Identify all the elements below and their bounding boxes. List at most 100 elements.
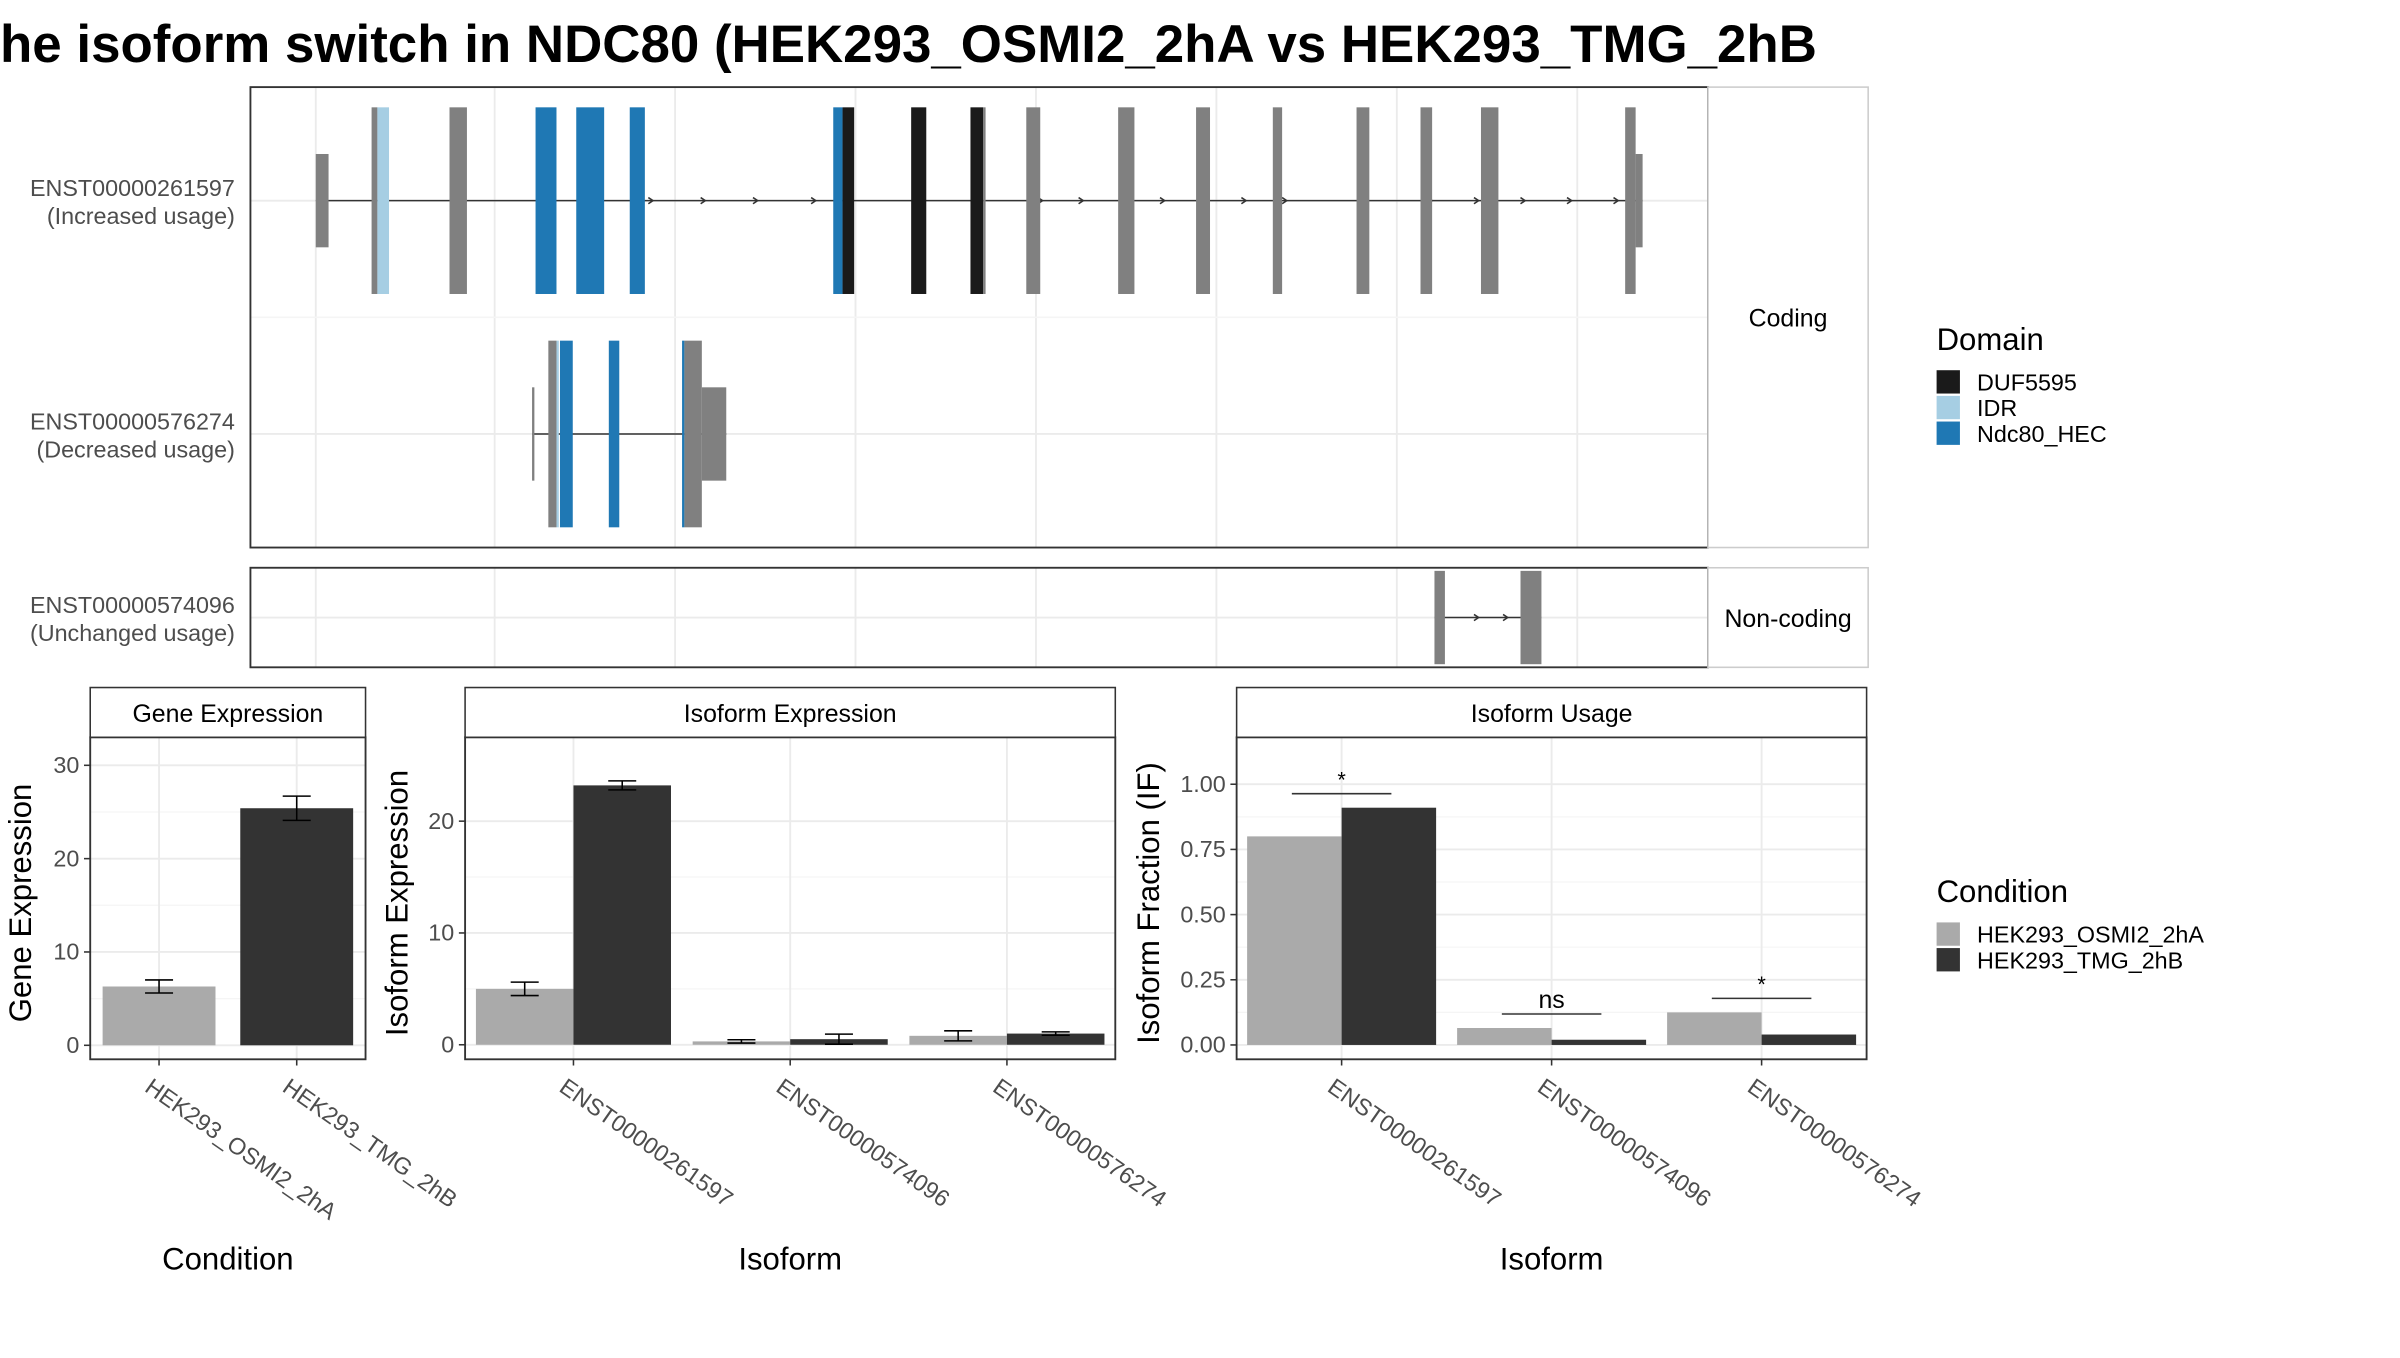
exon [371,107,378,294]
x-tick-label: ENST00000574096 [772,1073,955,1212]
direction-arrow [1281,196,1289,205]
direction-arrow [752,196,760,205]
x-tick-label: ENST00000261597 [555,1073,738,1212]
exon [1420,107,1433,294]
exon [1625,107,1636,294]
legend-item-label: HEK293_OSMI2_2hA [1977,922,2204,948]
direction-arrow [1520,196,1527,205]
y-tick-label: 0.75 [1180,836,1225,862]
bar [1761,1034,1857,1045]
legend-item-label: DUF5595 [1977,369,2077,395]
legend-item-label: IDR [1977,395,2017,421]
bar [1551,1039,1647,1045]
exon [911,107,927,294]
exon [1480,107,1499,294]
bar [1341,807,1437,1045]
x-axis-title: Condition [162,1241,293,1276]
legend-title: Condition [1937,874,2068,909]
legend-swatch [1936,948,1960,972]
exon [983,107,986,294]
exon [1272,107,1283,294]
transcript-id-label: ENST00000261597 [30,175,235,201]
exon [1635,153,1643,248]
direction-arrow [1473,196,1481,205]
strip-box [89,686,367,739]
strip-label: Coding [1749,305,1828,333]
strip-box [1235,686,1868,739]
y-tick-label: 0.00 [1180,1032,1225,1058]
transcript-usage-label: (Unchanged usage) [30,620,235,646]
direction-arrow [1613,196,1620,205]
chart-title: he isoform switch in NDC80 (HEK293_OSMI2… [0,15,1817,74]
exon [684,340,702,528]
transcript-usage-label: (Increased usage) [47,203,235,229]
bar [1247,836,1342,1045]
significance-label: ns [1538,986,1564,1014]
strip-label: Isoform Expression [684,700,897,728]
x-axis-title: Isoform [738,1241,842,1276]
x-tick-label: ENST00000576274 [989,1073,1172,1212]
x-tick-label: ENST00000574096 [1533,1073,1716,1212]
exon [608,340,620,528]
exon [559,340,573,528]
bar [573,785,671,1045]
direction-arrow [1078,196,1085,205]
legend-item-label: HEK293_TMG_2hB [1977,947,2183,973]
y-tick-label: 0.25 [1180,967,1225,993]
bar [1667,1012,1762,1045]
exon [1520,570,1542,665]
y-axis-title: Isoform Fraction (IF) [1131,762,1166,1044]
exon [315,153,329,248]
legend-swatch [1936,370,1960,394]
y-tick-label: 0 [441,1032,454,1058]
bar [475,988,574,1045]
legend-swatch [1936,395,1960,420]
exon [842,107,855,294]
exon [1196,107,1211,294]
y-tick-label: 20 [53,845,79,871]
bar [102,986,216,1046]
exon [535,107,557,294]
strip-label: Gene Expression [132,700,323,728]
x-axis-title: Isoform [1500,1241,1604,1276]
direction-arrow [810,196,818,205]
gene-structure-plot: ENST00000261597(Increased usage) ENST0000… [30,86,1869,669]
direction-arrow [1473,613,1481,622]
exon [682,340,685,528]
bar [1006,1033,1105,1045]
bar [1457,1028,1552,1045]
x-tick-label: ENST00000576274 [1743,1073,1926,1212]
strip-label: Isoform Usage [1471,700,1633,728]
exon [629,107,645,294]
exon [576,107,605,294]
strip-label: Non-coding [1724,605,1851,633]
strip-box [1707,86,1869,549]
x-tick-label: ENST00000261597 [1323,1073,1506,1212]
transcript-id-label: ENST00000576274 [30,408,235,434]
direction-arrow [1159,196,1167,205]
exon [548,340,557,528]
y-tick-label: 10 [428,920,454,946]
exon [1026,107,1041,294]
bar-plots: Gene Expression0102030HEK293_OSMI2_2hAHE… [3,686,1926,1276]
exon [556,340,559,528]
exon [970,107,984,294]
y-tick-label: 20 [428,808,454,834]
exon [1356,107,1370,294]
y-tick-label: 10 [53,939,79,965]
strip-box [464,686,1117,739]
direction-arrow [1502,613,1510,622]
exon [1118,107,1135,294]
legend-item-label: Ndc80_HEC [1977,421,2107,447]
y-tick-label: 0.50 [1180,901,1225,927]
significance-label: * [1337,767,1346,792]
legend-swatch [1936,922,1960,946]
transcript-usage-label: (Decreased usage) [36,436,234,462]
bar [240,808,354,1046]
y-tick-label: 1.00 [1180,771,1225,797]
y-axis-title: Gene Expression [3,784,38,1023]
legend-swatch [1936,421,1960,445]
